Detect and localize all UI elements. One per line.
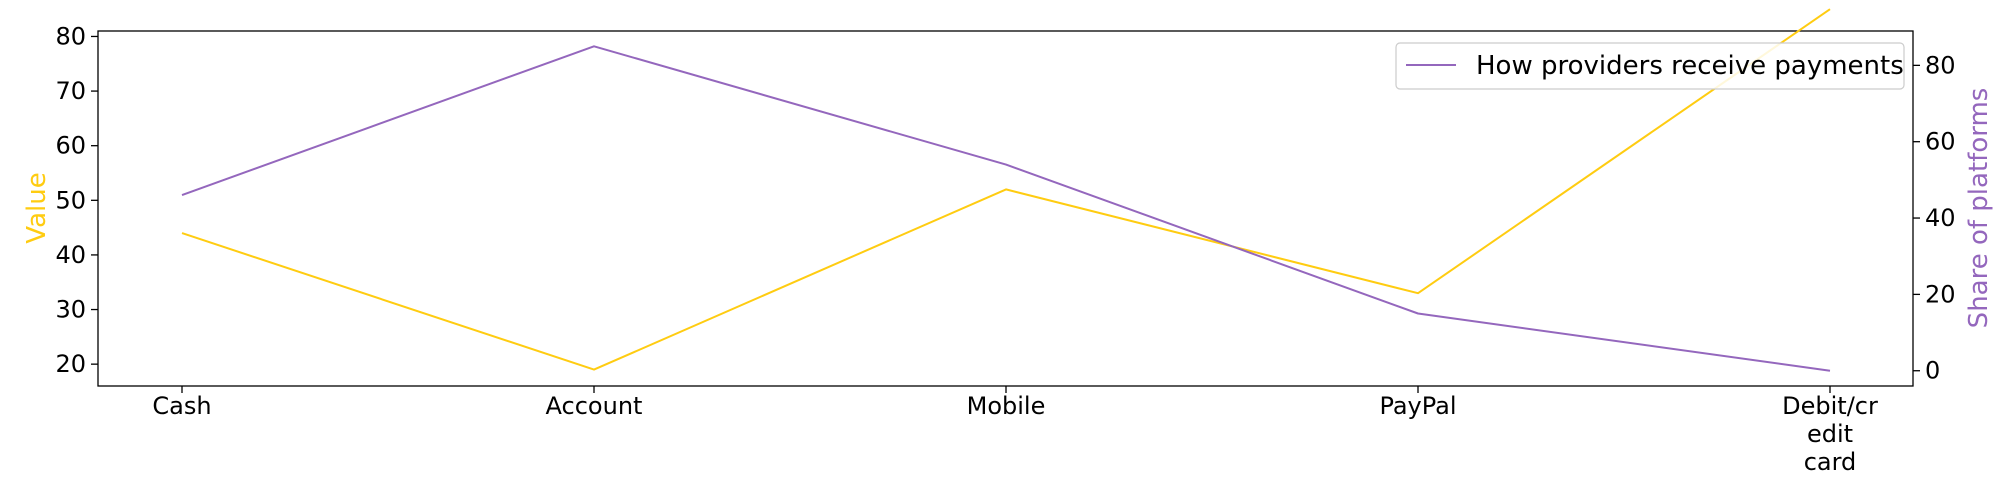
- right-tick-label: 40: [1925, 204, 1956, 232]
- y-axis-title-left: Value: [22, 172, 52, 243]
- left-tick-label: 60: [55, 132, 86, 160]
- right-tick-label: 0: [1925, 357, 1940, 385]
- series-layer: [181, 8, 1831, 372]
- left-tick-label: 30: [55, 296, 86, 324]
- right-tick-label: 60: [1925, 128, 1956, 156]
- x-tick-label: PayPal: [1379, 392, 1456, 420]
- y-axis-title-right: Share of platforms: [1964, 88, 1994, 329]
- x-tick-label: Debit/cr edit card: [1782, 392, 1878, 476]
- legend-label-payments: How providers receive payments: [1476, 51, 1904, 81]
- left-tick-label: 20: [55, 350, 86, 378]
- x-axis-ticks: Cash Account Mobile PayPal Debit/cr edit card: [152, 386, 1878, 476]
- legend-box: [1395, 42, 1905, 90]
- x-tick-label: Mobile: [967, 392, 1046, 420]
- right-axis-ticks: 0 20 40 60 80: [1913, 51, 1956, 385]
- series-line-value: [181, 8, 1831, 371]
- x-tick-label: Cash: [152, 392, 211, 420]
- legend: How providers receive payments: [1395, 42, 1905, 90]
- series-line-payments: [181, 45, 1831, 372]
- left-tick-label: 80: [55, 22, 86, 50]
- left-tick-label: 70: [55, 77, 86, 105]
- right-tick-label: 80: [1925, 51, 1956, 79]
- right-tick-label: 20: [1925, 280, 1956, 308]
- left-tick-label: 40: [55, 241, 86, 269]
- x-tick-label: Account: [546, 392, 643, 420]
- left-axis-ticks: 20 30 40 50 60 70 80: [55, 22, 98, 378]
- left-tick-label: 50: [55, 186, 86, 214]
